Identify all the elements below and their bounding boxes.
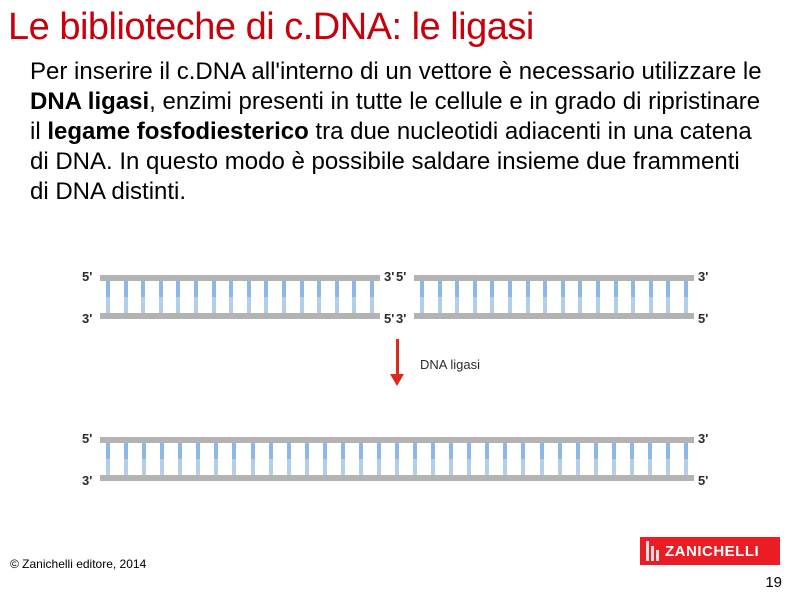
dna-end-label: 3' [698, 431, 708, 446]
copyright-text: © Zanichelli editore, 2014 [10, 557, 146, 571]
page-number: 19 [765, 574, 782, 591]
dna-end-label: 5' [698, 473, 708, 488]
dna-end-label: 5' [82, 269, 92, 284]
dna-end-label: 3' [396, 311, 406, 326]
dna-end-label: 3' [82, 311, 92, 326]
dna-end-label: 3' [82, 473, 92, 488]
reaction-arrow [390, 339, 404, 386]
body-paragraph: Per inserire il c.DNA all'interno di un … [0, 51, 794, 207]
dna-end-label: 3' [384, 269, 394, 284]
dna-end-label: 5' [82, 431, 92, 446]
dna-ligase-diagram: 5'3'3'5'5'3'3'5'DNA ligasi5'3'3'5' [80, 275, 714, 505]
publisher-logo: ZANICHELLI [640, 537, 780, 565]
arrow-label: DNA ligasi [420, 357, 480, 372]
dna-end-label: 5' [396, 269, 406, 284]
publisher-logo-text: ZANICHELLI [665, 543, 759, 560]
dna-end-label: 3' [698, 269, 708, 284]
dna-end-label: 5' [698, 311, 708, 326]
dna-end-label: 5' [384, 311, 394, 326]
page-title: Le biblioteche di c.DNA: le ligasi [0, 0, 794, 51]
